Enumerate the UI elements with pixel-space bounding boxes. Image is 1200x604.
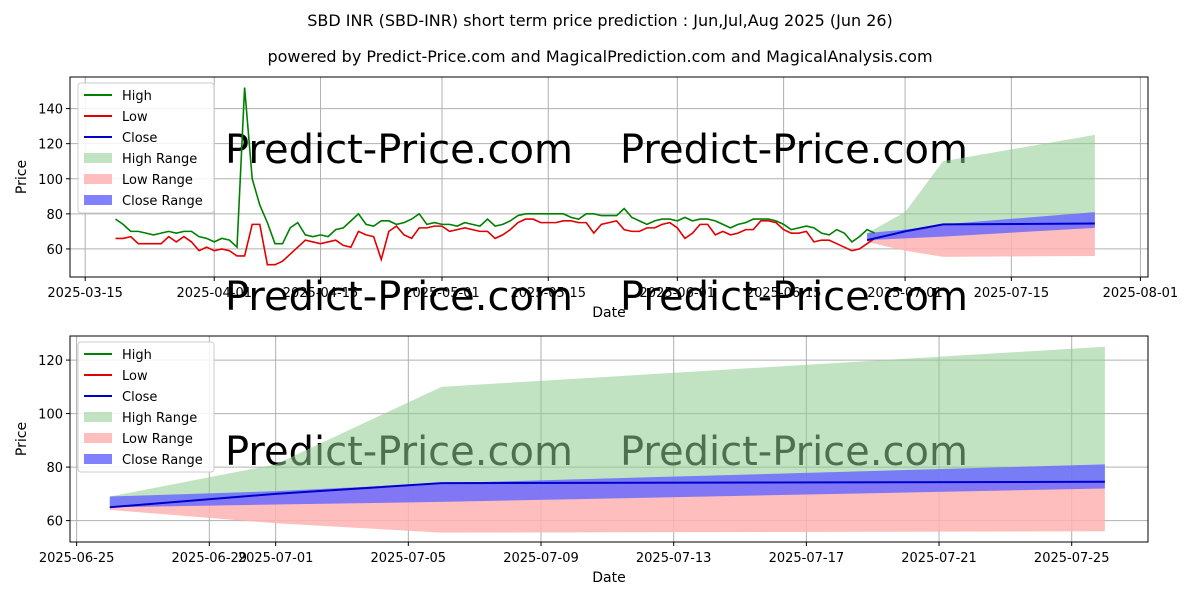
- x-tick-label: 2025-07-01: [867, 286, 943, 301]
- x-tick-label: 2025-07-13: [636, 551, 712, 566]
- y-tick-label: 80: [46, 461, 63, 476]
- watermark-top-bottom-left: Predict-Price.com: [225, 274, 573, 320]
- y-axis-label-top: Price: [14, 160, 30, 194]
- legend-label: Close: [122, 131, 157, 146]
- close-series-line: [109, 480, 1105, 509]
- legend-swatch: [84, 454, 112, 464]
- legend-label: Close Range: [122, 453, 203, 468]
- legend-swatch: [84, 174, 112, 184]
- high-range-area: [867, 134, 1095, 241]
- legend-label: High: [122, 89, 152, 104]
- x-tick-label: 2025-07-25: [1034, 551, 1110, 566]
- legend-label: Low: [122, 369, 148, 384]
- x-tick-label: 2025-06-29: [172, 551, 248, 566]
- x-tick-label: 2025-07-21: [901, 551, 977, 566]
- y-tick-label: 120: [38, 354, 63, 369]
- legend-label: Low: [122, 110, 148, 125]
- legend-label: High Range: [122, 411, 197, 426]
- legend-label: Close Range: [122, 194, 203, 209]
- close-range-area: [109, 464, 1105, 508]
- watermark-top-right: Predict-Price.com: [620, 127, 968, 173]
- y-axis-label-bottom: Price: [14, 422, 30, 456]
- x-tick-label: 2025-06-25: [39, 551, 115, 566]
- x-tick-label: 2025-04-01: [176, 286, 252, 301]
- x-tick-label: 2025-05-15: [510, 286, 586, 301]
- high-series-line: [115, 87, 876, 249]
- legend-swatch: [84, 153, 112, 163]
- legend-label: Low Range: [122, 173, 193, 188]
- y-tick-label: 120: [38, 138, 63, 153]
- close-range-area: [867, 212, 1095, 241]
- y-tick-label: 60: [46, 243, 63, 258]
- low-series-line: [115, 218, 876, 266]
- legend-label: Low Range: [122, 432, 193, 447]
- chart-title: SBD INR (SBD-INR) short term price predi…: [307, 11, 893, 30]
- plot-frame-bottom: [69, 335, 1149, 543]
- bottom-panel: Predict-Price.com Predict-Price.com 6080…: [14, 335, 1149, 586]
- legend-swatch: [84, 412, 112, 422]
- legend-label: Close: [122, 390, 157, 405]
- x-tick-label: 2025-08-01: [1103, 286, 1179, 301]
- legend-label: High Range: [122, 152, 197, 167]
- watermark-top-bottom-right: Predict-Price.com: [620, 274, 968, 320]
- y-tick-label: 100: [38, 408, 63, 423]
- x-tick-label: 2025-03-15: [47, 286, 123, 301]
- high-range-area: [109, 346, 1105, 508]
- chart-subtitle: powered by Predict-Price.com and Magical…: [267, 47, 932, 66]
- x-tick-label: 2025-07-15: [974, 286, 1050, 301]
- y-tick-label: 140: [38, 103, 63, 118]
- x-tick-label: 2025-07-09: [503, 551, 579, 566]
- x-tick-label: 2025-07-01: [238, 551, 314, 566]
- y-tick-label: 100: [38, 173, 63, 188]
- x-tick-label: 2025-04-15: [283, 286, 359, 301]
- close-series-line: [866, 222, 1095, 242]
- x-axis-label-bottom: Date: [592, 570, 625, 586]
- legend-swatch: [84, 433, 112, 443]
- x-tick-label: 2025-06-01: [640, 286, 716, 301]
- watermark-top-left: Predict-Price.com: [225, 127, 573, 173]
- top-panel: Predict-Price.com Predict-Price.com Pred…: [14, 76, 1179, 321]
- x-tick-label: 2025-05-01: [404, 286, 480, 301]
- x-axis-label-top: Date: [592, 305, 625, 321]
- x-tick-label: 2025-07-05: [371, 551, 447, 566]
- x-tick-label: 2025-07-17: [769, 551, 845, 566]
- y-tick-label: 80: [46, 208, 63, 223]
- x-tick-label: 2025-06-15: [746, 286, 822, 301]
- legend-label: High: [122, 348, 152, 363]
- legend-swatch: [84, 195, 112, 205]
- y-tick-label: 60: [46, 515, 63, 530]
- plot-frame-top: [69, 76, 1149, 278]
